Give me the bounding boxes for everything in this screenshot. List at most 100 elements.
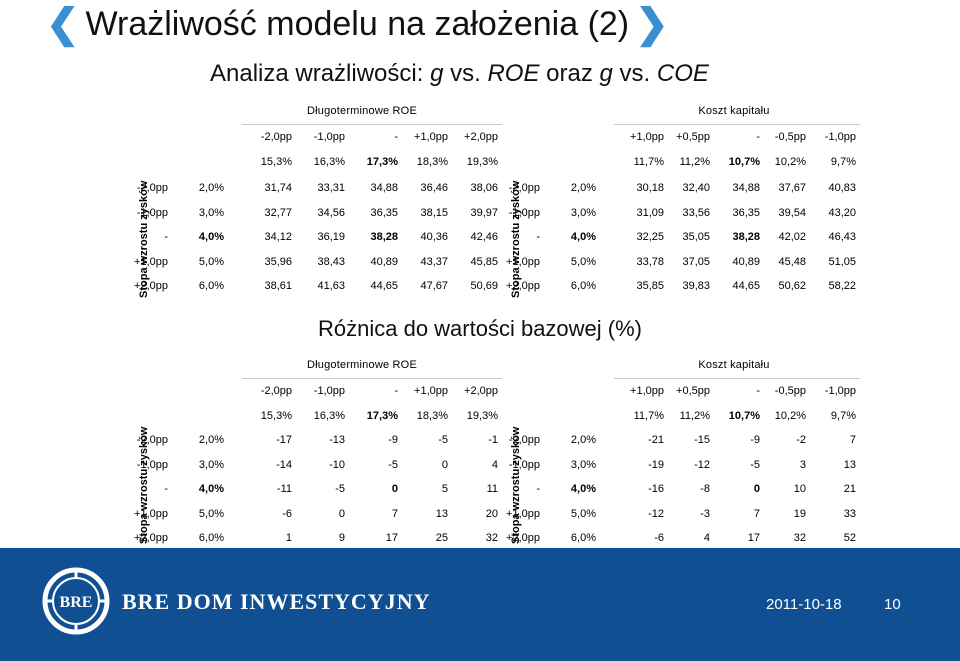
tbl2-shift-header: - xyxy=(756,131,760,143)
tbl3-data-cell: -9 xyxy=(388,434,398,446)
tbl3-data-cell: 0 xyxy=(391,483,398,495)
tbl1-data-cell: 38,61 xyxy=(264,280,292,292)
tbl3-data-cell: -14 xyxy=(276,458,292,471)
tbl2-shift-header: -0,5pp xyxy=(774,131,806,143)
tbl3-data-cell: 13 xyxy=(435,507,448,520)
tbl2-row-shift: +2,0pp xyxy=(506,280,540,292)
tbl4-row-shift: -1,0pp xyxy=(508,458,540,471)
tbl4-value-header: 11,2% xyxy=(679,410,710,422)
tbl2-row-shift: +1,0pp xyxy=(506,255,540,268)
tbl3-data-cell: 25 xyxy=(435,532,448,544)
tbl2-shift-header: +1,0pp xyxy=(630,131,664,143)
tbl2-data-cell: 45,48 xyxy=(778,255,806,268)
tbl3-value-header: 16,3% xyxy=(313,410,345,422)
tbl4-row-rate: 6,0% xyxy=(570,532,596,544)
tbl4-row-rate: 4,0% xyxy=(570,483,596,495)
tbl2-data-cell: 33,78 xyxy=(636,255,664,268)
tbl1-shift-header: - xyxy=(394,131,398,143)
tbl3-row-shift: - xyxy=(164,483,168,495)
tbl2-row-rate: 2,0% xyxy=(570,182,596,194)
tbl1-side-label: Stopa wzrostu zysków xyxy=(138,180,150,298)
slide-title: ❮ Wrażliwość modelu na założenia (2) ❯ xyxy=(46,2,669,46)
tbl1-value-header: 16,3% xyxy=(313,156,345,168)
tbl4-value-header: 11,7% xyxy=(633,410,664,422)
tbl1-data-cell: 43,37 xyxy=(420,255,448,268)
tbl1-data-cell: 45,85 xyxy=(470,255,498,268)
tbl2-data-cell: 30,18 xyxy=(636,182,664,194)
tbl1-shift-header: -1,0pp xyxy=(313,131,345,143)
tbl2-value-header: 9,7% xyxy=(830,156,856,168)
tbl4-data-cell: -15 xyxy=(694,434,710,446)
tbl2-data-cell: 58,22 xyxy=(828,280,856,292)
tbl3-shift-header: - xyxy=(394,385,398,397)
tbl2-data-cell: 37,05 xyxy=(682,255,710,268)
tbl1-data-cell: 38,06 xyxy=(470,182,498,194)
tbl4-shift-header: +1,0pp xyxy=(630,385,664,397)
tbl3-shift-header: +2,0pp xyxy=(464,385,498,397)
tbl2-data-cell: 50,62 xyxy=(778,280,806,292)
tbl4-data-cell: 19 xyxy=(793,507,806,520)
tbl2-shift-header: +0,5pp xyxy=(676,131,710,143)
tbl1-shift-header: +2,0pp xyxy=(464,131,498,143)
chevron-right-icon: ❯ xyxy=(635,2,669,46)
tbl4-data-cell: -21 xyxy=(648,434,664,446)
tbl1-row-rate: 6,0% xyxy=(198,280,224,292)
tbl4-shift-header: - xyxy=(756,385,760,397)
bre-logo-icon: BRE xyxy=(42,567,110,635)
tbl2-value-header: 11,7% xyxy=(633,156,664,168)
tbl1-data-cell: 38,15 xyxy=(420,206,448,219)
tbl3-row-rate: 6,0% xyxy=(198,532,224,544)
tbl1-row-shift: +1,0pp xyxy=(134,255,168,268)
subtitle-vs-2: vs. xyxy=(612,60,657,87)
tbl1-row-shift: -1,0pp xyxy=(136,206,168,219)
tbl2-value-header: 10,2% xyxy=(774,156,806,168)
tbl1-data-cell: 39,97 xyxy=(470,206,498,219)
tbl4-data-cell: 0 xyxy=(753,483,760,495)
tbl3-data-cell: -5 xyxy=(335,483,345,495)
tbl2-data-cell: 35,05 xyxy=(682,231,710,243)
tbl1-value-header: 15,3% xyxy=(260,156,292,168)
tbl2-data-cell: 38,28 xyxy=(732,231,760,243)
section-title-sensitivity: Analiza wrażliwości: g vs. ROE oraz g vs… xyxy=(210,60,709,88)
tbl2-row-rate: 3,0% xyxy=(570,206,596,219)
tbl3-data-cell: 17 xyxy=(385,532,398,544)
tbl2-data-cell: 34,88 xyxy=(732,182,760,194)
tbl1-data-cell: 36,19 xyxy=(317,231,345,243)
tbl4-row-rate: 5,0% xyxy=(570,507,596,520)
tbl3-row-rate: 2,0% xyxy=(198,434,224,446)
tbl2-row-shift: - xyxy=(536,231,540,243)
tbl3-data-cell: 11 xyxy=(486,483,498,495)
tbl1-row-shift: -2,0pp xyxy=(136,182,168,194)
tbl4-row-rate: 2,0% xyxy=(570,434,596,446)
tbl2-data-cell: 39,83 xyxy=(682,280,710,292)
tbl4-data-cell: -12 xyxy=(694,458,710,471)
tbl1-data-cell: 47,67 xyxy=(420,280,448,292)
subtitle-vs-1: vs. xyxy=(443,60,488,87)
tbl4-data-cell: -8 xyxy=(700,483,710,495)
tbl2-data-cell: 43,20 xyxy=(828,206,856,219)
tbl2-row-rate: 6,0% xyxy=(570,280,596,292)
tbl2-row-rate: 4,0% xyxy=(570,231,596,243)
tbl4-data-cell: 13 xyxy=(843,458,856,471)
tbl4-data-cell: -6 xyxy=(654,532,664,544)
tbl2-value-header: 10,7% xyxy=(728,156,760,168)
tbl3-row-rate: 3,0% xyxy=(198,458,224,471)
tbl1-row-rate: 3,0% xyxy=(198,206,224,219)
tbl4-data-cell: 4 xyxy=(703,532,710,544)
tbl1-data-cell: 33,31 xyxy=(317,182,345,194)
tbl1-data-cell: 34,88 xyxy=(370,182,398,194)
tbl2-data-cell: 40,89 xyxy=(732,255,760,268)
tbl2-data-cell: 40,83 xyxy=(828,182,856,194)
tbl2-row-shift: -2,0pp xyxy=(508,182,540,194)
tbl4-value-header: 9,7% xyxy=(830,410,856,422)
tbl4-row-rate: 3,0% xyxy=(570,458,596,471)
tbl2-header-divider xyxy=(614,124,860,125)
tbl4-data-cell: -16 xyxy=(648,483,664,495)
tbl4-data-cell: 7 xyxy=(753,507,760,520)
subtitle-prefix: Analiza wrażliwości: xyxy=(210,60,431,87)
tbl2-shift-header: -1,0pp xyxy=(824,131,856,143)
tbl1-data-cell: 32,77 xyxy=(264,206,292,219)
tbl4-row-shift: - xyxy=(536,483,540,495)
tbl1-data-cell: 41,63 xyxy=(317,280,345,292)
tbl3-data-cell: -5 xyxy=(438,434,448,446)
